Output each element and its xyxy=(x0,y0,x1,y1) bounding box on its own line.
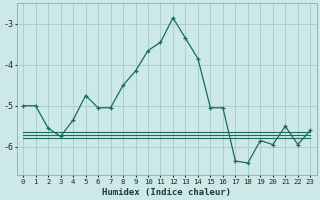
X-axis label: Humidex (Indice chaleur): Humidex (Indice chaleur) xyxy=(102,188,231,197)
